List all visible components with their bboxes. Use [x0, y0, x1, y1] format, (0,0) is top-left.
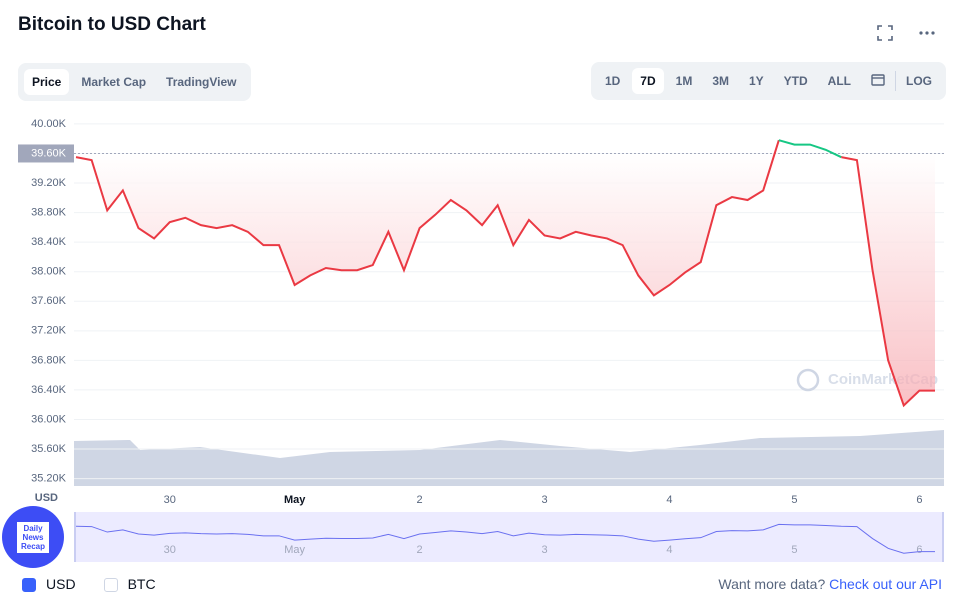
x-tick-label: 2 — [417, 494, 423, 506]
y-tick-label: 38.80K — [31, 206, 67, 218]
y-tick-label: 35.20K — [31, 473, 67, 485]
navigator-label: 5 — [791, 544, 797, 556]
tab-group: Price Market Cap TradingView — [18, 63, 251, 101]
y-tick-label: 35.60K — [31, 443, 67, 455]
footer-text: Want more data? Check out our API — [718, 576, 942, 592]
navigator-handle[interactable] — [74, 512, 76, 562]
chart-title: Bitcoin to USD Chart — [18, 14, 206, 35]
currency-options: USD BTC — [22, 576, 184, 593]
currency-option[interactable]: BTC — [103, 576, 156, 593]
navigator[interactable] — [74, 512, 944, 562]
x-tick-label: 3 — [541, 494, 547, 506]
tab[interactable]: Market Cap — [81, 75, 147, 89]
volume-area — [74, 430, 944, 486]
icons[interactable] — [876, 24, 946, 42]
tab[interactable]: TradingView — [166, 75, 237, 89]
reference-label: 39.60K — [31, 147, 67, 159]
badge-text: Daily News Recap — [17, 521, 49, 553]
range-button[interactable]: 1M — [675, 74, 693, 88]
x-tick-label: 4 — [666, 494, 672, 506]
range-group: 1D 7D 1M 3M 1Y YTD ALL LOG — [590, 62, 946, 100]
chart: 35.20K 35.60K 36.00K 36.40K 36.80K 37.20K 37.6… — [18, 118, 944, 562]
x-tick-label: May — [284, 494, 306, 506]
navigator-label: May — [284, 544, 305, 556]
badge[interactable]: Daily News Recap — [2, 506, 64, 568]
price-line — [841, 156, 935, 408]
x-tick-label: 6 — [916, 494, 922, 506]
range-button[interactable]: 7D — [632, 68, 664, 94]
reference-label-bg — [18, 144, 74, 163]
footer: USD BTC Want more data? Check out our API — [0, 574, 960, 596]
range-button[interactable]: LOG — [906, 74, 932, 88]
checkbox[interactable] — [103, 578, 118, 593]
y-tick-label: 40.00K — [31, 118, 67, 130]
footer-note: Want more data? — [718, 576, 826, 592]
navigator-line — [75, 523, 935, 554]
price-line — [778, 139, 842, 159]
api-link[interactable]: Check out our API — [829, 576, 942, 592]
navigator-handle[interactable] — [942, 512, 944, 562]
y-tick-label: 39.20K — [31, 177, 67, 189]
divider — [895, 71, 896, 91]
currency-option[interactable]: USD — [22, 576, 76, 593]
tab[interactable]: Price — [24, 69, 70, 95]
watermark-logo — [796, 368, 820, 392]
y-tick-label: 38.00K — [31, 266, 67, 278]
y-tick-label: 37.20K — [31, 325, 67, 337]
y-tick-label: 37.60K — [31, 295, 67, 307]
range-button[interactable]: 3M — [712, 74, 729, 88]
navigator-label: 4 — [666, 544, 672, 556]
navigator-label: 2 — [417, 544, 423, 556]
currency-label: BTC — [127, 576, 156, 592]
y-tick-label: 36.80K — [31, 354, 67, 366]
range-button[interactable]: ALL — [827, 74, 851, 88]
x-tick-label: 30 — [164, 494, 176, 506]
y-tick-label: 38.40K — [31, 236, 67, 248]
price-line — [75, 139, 780, 297]
navigator-label: 6 — [916, 544, 922, 556]
range-button[interactable]: 1Y — [748, 74, 764, 88]
calendar-icon[interactable] — [863, 67, 893, 95]
navigator-label: 3 — [541, 544, 547, 556]
range-button[interactable]: YTD — [783, 74, 808, 88]
checkbox[interactable] — [22, 578, 36, 593]
y-axis-label: USD — [35, 492, 58, 504]
range-button[interactable]: 1D — [604, 74, 621, 88]
calendar — [871, 74, 885, 86]
currency-label: USD — [46, 576, 76, 592]
area-fill — [76, 153, 935, 406]
navigator-label: 30 — [164, 544, 176, 556]
y-tick-label: 36.40K — [31, 384, 67, 396]
y-tick-label: 36.00K — [31, 413, 67, 425]
x-tick-label: 5 — [791, 494, 797, 506]
